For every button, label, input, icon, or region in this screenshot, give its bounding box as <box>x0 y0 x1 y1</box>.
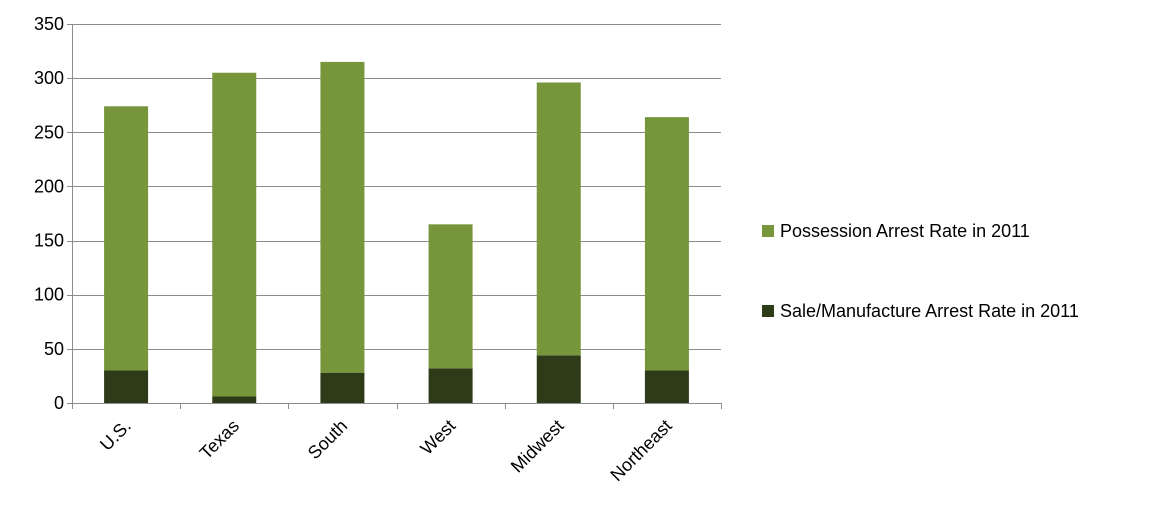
legend-swatch <box>762 305 774 317</box>
x-tick-label: Midwest <box>507 416 568 477</box>
y-tick-label: 100 <box>34 285 64 305</box>
legend-swatch <box>762 225 774 237</box>
bar-possession-us <box>104 106 149 371</box>
bars <box>104 61 689 403</box>
gridlines <box>72 24 721 350</box>
legend-label: Possession Arrest Rate in 2011 <box>780 221 1030 241</box>
bar-sale-manufacture-texas <box>212 396 257 403</box>
bar-sale-manufacture-west <box>428 368 473 403</box>
axes <box>67 24 722 409</box>
bar-sale-manufacture-midwest <box>536 355 581 403</box>
legend: Possession Arrest Rate in 2011 Sale/Manuf… <box>762 221 1079 321</box>
y-tick-label: 350 <box>34 14 64 34</box>
y-tick-label: 150 <box>34 231 64 251</box>
bar-possession-west <box>428 224 473 369</box>
x-tick-label: South <box>304 416 351 463</box>
bar-possession-midwest <box>536 82 581 356</box>
x-tick-label: Northeast <box>606 416 675 485</box>
bar-sale-manufacture-us <box>104 370 149 403</box>
legend-label: Sale/Manufacture Arrest Rate in 2011 <box>780 301 1079 321</box>
bar-sale-manufacture-northeast <box>644 370 689 403</box>
x-tick-label: Texas <box>196 416 243 463</box>
bar-possession-texas <box>212 72 257 397</box>
y-tick-label: 200 <box>34 176 64 196</box>
y-tick-label: 300 <box>34 68 64 88</box>
y-tick-label: 250 <box>34 122 64 142</box>
bar-possession-northeast <box>644 117 689 371</box>
y-tick-label: 0 <box>54 393 64 413</box>
x-axis-ticks: U.S. Texas South West Midwest Northeast <box>96 416 676 485</box>
x-tick-label: U.S. <box>96 416 135 455</box>
y-axis-ticks: 0 50 100 150 200 250 300 350 <box>34 14 64 413</box>
bar-sale-manufacture-south <box>320 372 365 403</box>
y-tick-label: 50 <box>44 339 64 359</box>
x-tick-label: West <box>416 416 459 459</box>
bar-possession-south <box>320 61 365 373</box>
